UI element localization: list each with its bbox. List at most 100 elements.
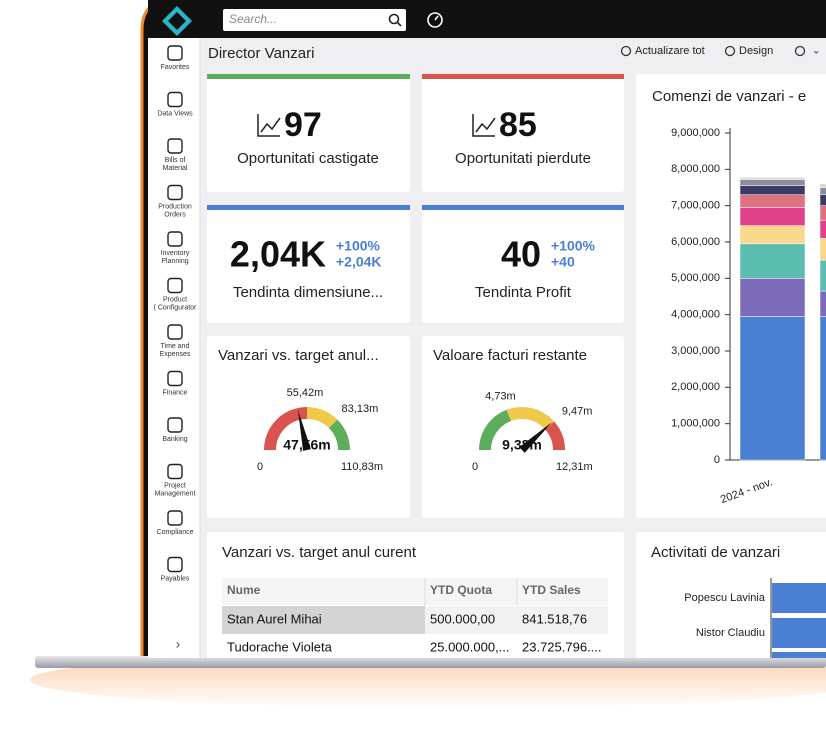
table-cell: 25.000.000,... <box>430 639 510 654</box>
card-accent <box>422 74 624 79</box>
bar-segment <box>819 205 826 221</box>
sidebar-icon[interactable] <box>167 184 183 201</box>
gauge-value: 9,38m <box>502 437 542 453</box>
history-button[interactable] <box>427 12 443 28</box>
gauge-band <box>264 407 308 451</box>
trend-label: Tendinta dimensiune... <box>233 284 383 301</box>
trend-delta: +2,04K <box>336 254 382 270</box>
table-cell: Tudorache Violeta <box>227 639 333 654</box>
y-tick-label: 0 <box>714 454 720 466</box>
table-header-cell: Nume <box>227 583 261 597</box>
gauge-value: 47,56m <box>283 437 330 453</box>
table-header-cell: YTD Sales <box>522 583 581 597</box>
bar-segment <box>739 207 806 226</box>
sidebar-label: ( Configurator <box>154 304 197 311</box>
table-row[interactable] <box>222 634 608 662</box>
sidebar-icon[interactable] <box>167 45 183 61</box>
design-button[interactable]: Design <box>739 45 773 57</box>
gauge-needle <box>519 422 553 453</box>
sidebar-label: Material <box>163 165 188 172</box>
activity-name: Nistor Claudiu <box>696 627 765 639</box>
trend-delta-pct: +100% <box>551 238 596 254</box>
bar-segment <box>739 194 806 208</box>
bar-segment <box>739 185 806 196</box>
kpi-label: Oportunitati castigate <box>237 150 379 167</box>
svg-text:›: › <box>176 636 181 652</box>
gauge-band <box>306 407 338 429</box>
y-tick-label: 7,000,000 <box>671 200 720 212</box>
y-tick-label: 5,000,000 <box>671 272 720 284</box>
sidebar-icon[interactable] <box>167 138 183 154</box>
bar-segment <box>819 290 826 317</box>
kpi-card <box>207 74 410 192</box>
sidebar-icon[interactable] <box>167 91 183 108</box>
bar-segment <box>739 225 806 245</box>
bar-segment <box>739 177 806 180</box>
search-placeholder: Search... <box>229 12 277 26</box>
sidebar-label: Data Views <box>157 110 193 117</box>
trend-card <box>422 205 624 323</box>
gauge-band <box>479 409 512 451</box>
activity-bar <box>772 652 826 658</box>
bar-segment <box>819 238 826 261</box>
sidebar-label: Planning <box>161 258 188 265</box>
sidebar-label: Banking <box>162 436 187 443</box>
table-header-cell: YTD Quota <box>430 583 492 597</box>
gauge-max: 12,31m <box>556 461 593 473</box>
sidebar-label: Orders <box>164 211 186 218</box>
sidebar-icon[interactable] <box>167 417 183 433</box>
gauge-card <box>207 336 410 518</box>
card-accent <box>207 205 410 210</box>
kpi-card <box>422 74 624 192</box>
kpi-label: Oportunitati pierdute <box>455 150 591 167</box>
chart-title: Comenzi de vanzari - e <box>652 88 806 105</box>
screen: Search... Director Vanzari Actualizare t… <box>148 0 826 662</box>
y-tick-label: 4,000,000 <box>671 309 720 321</box>
trend-value: 2,04K <box>230 234 326 275</box>
gauge-title: Valoare facturi restante <box>433 347 587 364</box>
activity-name: Popescu Lavinia <box>684 592 766 604</box>
sidebar-label: Project <box>164 482 186 489</box>
sidebar-label: Inventory <box>161 250 190 257</box>
selected-cell <box>222 606 425 634</box>
table-cell: 841.518,76 <box>522 611 587 626</box>
activity-title: Activitati de vanzari <box>651 544 780 561</box>
gauge-min: 0 <box>472 461 478 473</box>
activity-bar <box>772 618 826 648</box>
sidebar-icon[interactable] <box>167 556 183 573</box>
y-tick-label: 6,000,000 <box>671 236 720 248</box>
refresh-button[interactable]: Actualizare tot <box>635 45 705 57</box>
table-header <box>222 578 608 605</box>
sidebar-label: Favorites <box>161 64 190 71</box>
sidebar-icon[interactable] <box>167 510 183 526</box>
gauge-band <box>328 419 350 451</box>
sidebar-icon[interactable] <box>167 231 183 247</box>
sidebar-label: Time and <box>161 343 190 350</box>
bar-segment <box>739 278 806 317</box>
kpi-value: 85 <box>499 106 537 144</box>
settings-button[interactable] <box>794 45 806 57</box>
bar-segment <box>819 183 826 188</box>
sidebar-label: Compliance <box>157 529 194 536</box>
bar-segment <box>819 259 826 292</box>
gauge-min: 0 <box>257 461 263 473</box>
gauge-threshold: 55,42m <box>287 387 324 399</box>
sidebar-icon[interactable] <box>167 324 183 340</box>
bar-segment <box>739 243 806 279</box>
sidebar-label: Payables <box>161 575 190 582</box>
bar-segment <box>819 316 826 461</box>
search-box[interactable] <box>223 9 406 31</box>
gauge-title: Vanzari vs. target anul... <box>218 347 379 364</box>
gauge-threshold: 9,47m <box>562 405 593 417</box>
table-cell: 500.000,00 <box>430 611 495 626</box>
card-accent <box>422 205 624 210</box>
bar-segment <box>739 179 806 186</box>
sidebar-icon[interactable] <box>167 277 183 294</box>
sidebar-icon[interactable] <box>167 463 183 480</box>
card-accent <box>207 74 410 79</box>
kpi-value: 97 <box>284 106 322 144</box>
gauge-threshold: 4,73m <box>485 391 516 403</box>
sidebar-icon[interactable] <box>167 370 183 387</box>
svg-text:⌄: ⌄ <box>812 46 820 57</box>
y-tick-label: 9,000,000 <box>671 127 720 139</box>
